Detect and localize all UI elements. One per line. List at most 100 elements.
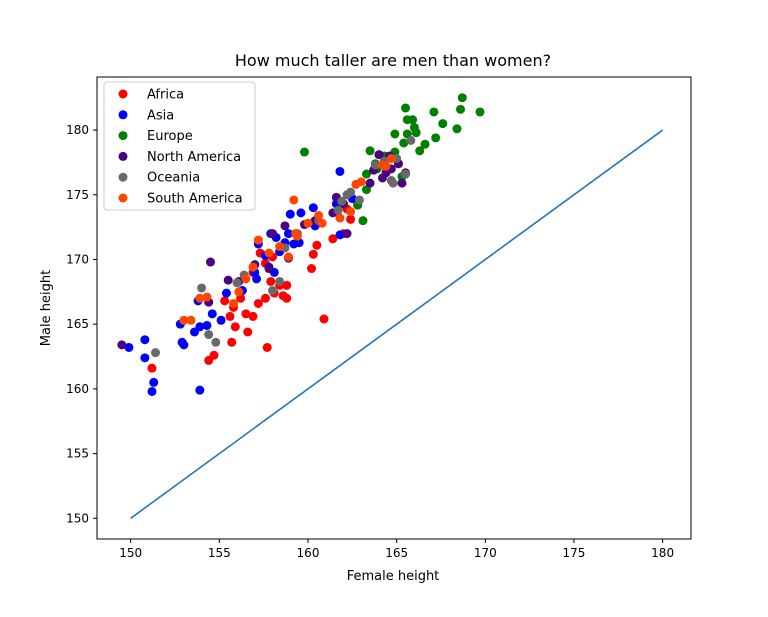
data-point	[223, 275, 233, 285]
y-tick-label: 170	[66, 252, 89, 266]
legend-label: Oceania	[147, 171, 200, 186]
data-point	[455, 104, 465, 114]
data-point	[381, 161, 391, 171]
data-point	[149, 377, 159, 387]
data-point	[241, 274, 251, 284]
data-point	[243, 327, 253, 337]
data-point	[282, 280, 292, 290]
legend-marker	[118, 89, 128, 99]
y-tick-label: 150	[66, 511, 89, 525]
x-tick-label: 170	[474, 546, 497, 560]
legend-marker	[118, 110, 128, 120]
data-point	[406, 135, 416, 145]
data-point	[374, 150, 384, 160]
legend-label: Asia	[147, 108, 174, 123]
data-point	[299, 147, 309, 157]
legend-box	[103, 81, 256, 211]
data-point	[390, 129, 400, 139]
legend-label: Europe	[147, 129, 193, 144]
y-tick-label: 165	[66, 317, 89, 331]
data-point	[307, 264, 317, 274]
legend-label: North America	[147, 150, 241, 165]
data-point	[280, 221, 290, 231]
data-point	[197, 283, 207, 293]
data-point	[282, 293, 292, 303]
data-point	[264, 248, 274, 258]
legend-marker	[118, 193, 128, 203]
data-point	[262, 342, 272, 352]
x-tick-label: 150	[119, 546, 142, 560]
chart-title: How much taller are men than women?	[235, 51, 551, 70]
data-point	[386, 154, 396, 164]
data-point	[429, 107, 439, 117]
data-point	[346, 207, 356, 217]
data-point	[356, 177, 366, 187]
y-tick-label: 160	[66, 382, 89, 396]
x-axis-label: Female height	[347, 569, 440, 584]
data-point	[308, 203, 318, 213]
data-point	[285, 209, 295, 219]
data-point	[209, 350, 219, 360]
data-point	[229, 298, 239, 308]
data-point	[241, 309, 251, 319]
data-point	[397, 178, 407, 188]
data-point	[296, 208, 306, 218]
data-point	[232, 278, 242, 288]
data-point	[253, 235, 263, 245]
data-point	[335, 166, 345, 176]
reference-line	[130, 129, 664, 519]
data-point	[370, 160, 380, 170]
series-south-america	[179, 154, 396, 325]
legend-marker	[118, 131, 128, 141]
data-point	[227, 337, 237, 347]
legend-label: Africa	[147, 88, 184, 103]
data-point	[342, 229, 352, 239]
axes: 150 155 160 165 170 175 180 150 155 160 165 170 175 1…	[66, 76, 692, 560]
data-point	[253, 298, 263, 308]
data-point	[328, 234, 338, 244]
x-tick-label: 175	[563, 546, 586, 560]
data-point	[399, 138, 409, 148]
data-point	[415, 146, 425, 156]
data-point	[225, 311, 235, 321]
legend: Africa Asia Europe North America Oceania Sout…	[103, 81, 256, 211]
legend-label: South America	[147, 192, 243, 207]
data-point	[216, 315, 226, 325]
data-point	[354, 195, 364, 205]
data-point	[124, 342, 134, 352]
data-point	[411, 128, 421, 138]
data-point	[202, 292, 212, 302]
y-tick-label: 180	[66, 123, 89, 137]
data-point	[202, 320, 212, 330]
data-point	[205, 257, 215, 267]
data-point	[452, 124, 462, 134]
data-point	[220, 296, 230, 306]
data-point	[266, 276, 276, 286]
x-tick-label: 165	[385, 546, 408, 560]
data-point	[186, 315, 196, 325]
data-point	[179, 340, 189, 350]
data-point	[268, 286, 278, 296]
data-point	[117, 340, 127, 350]
x-tick-label: 155	[208, 546, 231, 560]
data-point	[147, 363, 157, 373]
data-point	[401, 103, 411, 113]
axes-frame	[96, 76, 692, 540]
data-point	[230, 322, 240, 332]
data-point	[268, 229, 278, 239]
data-point	[388, 178, 398, 188]
legend-marker	[118, 172, 128, 182]
data-point	[365, 146, 375, 156]
data-point	[335, 213, 345, 223]
data-point	[358, 216, 368, 226]
data-point	[319, 314, 329, 324]
data-point	[337, 196, 347, 206]
data-point	[284, 229, 293, 239]
plot-area	[117, 93, 664, 519]
data-point	[292, 231, 302, 241]
data-point	[420, 139, 430, 149]
data-point	[346, 187, 356, 197]
data-point	[140, 335, 150, 345]
data-point	[431, 133, 441, 143]
